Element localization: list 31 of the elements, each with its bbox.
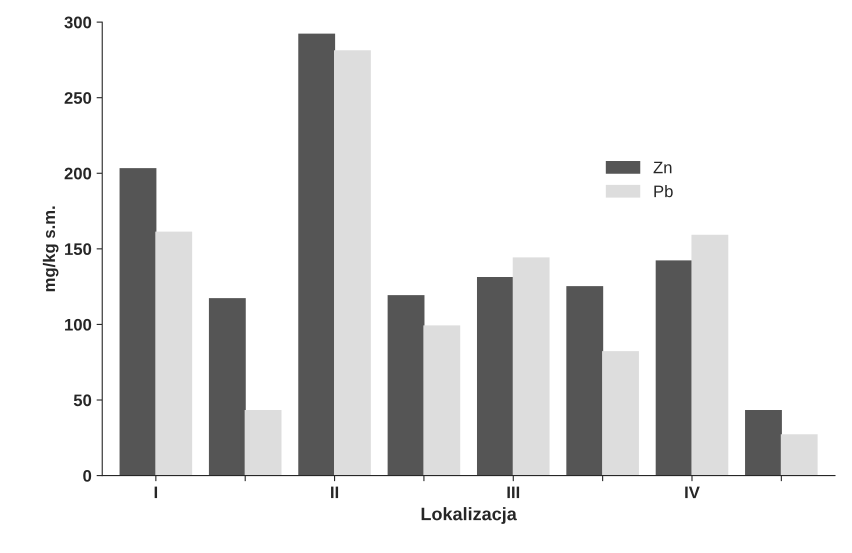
- y-tick-label: 150: [65, 243, 92, 256]
- y-tick-label: 50: [74, 394, 92, 406]
- bar: [780, 434, 818, 476]
- bar: [745, 410, 782, 476]
- y-tick-label: 200: [64, 168, 92, 180]
- bar: [602, 351, 639, 476]
- bar: [244, 410, 282, 476]
- bar: [566, 286, 604, 476]
- bar: [656, 260, 693, 476]
- legend-label: Pb: [654, 185, 673, 198]
- legend-label: Zn: [654, 162, 672, 174]
- bar: [476, 277, 514, 476]
- bar: [388, 295, 424, 476]
- bar: [120, 168, 156, 476]
- y-tick-label: 0: [83, 470, 92, 482]
- y-tick-label: 300: [64, 16, 92, 28]
- bar: [208, 298, 246, 476]
- bar: [691, 234, 728, 476]
- y-tick-label: 250: [64, 92, 92, 104]
- bar: [155, 232, 192, 476]
- bar: [334, 50, 371, 476]
- bar: [512, 257, 550, 476]
- x-tick-label: II: [331, 486, 338, 498]
- y-axis-title: mg/kg s.m.: [42, 206, 58, 292]
- y-tick-label: 100: [65, 318, 92, 331]
- bar: [423, 325, 460, 476]
- x-axis-title: Lokalizacja: [422, 507, 517, 524]
- bar: [298, 34, 336, 476]
- x-tick-label: I: [154, 486, 158, 498]
- x-tick-label: IV: [685, 486, 700, 498]
- x-tick-label: III: [507, 486, 520, 498]
